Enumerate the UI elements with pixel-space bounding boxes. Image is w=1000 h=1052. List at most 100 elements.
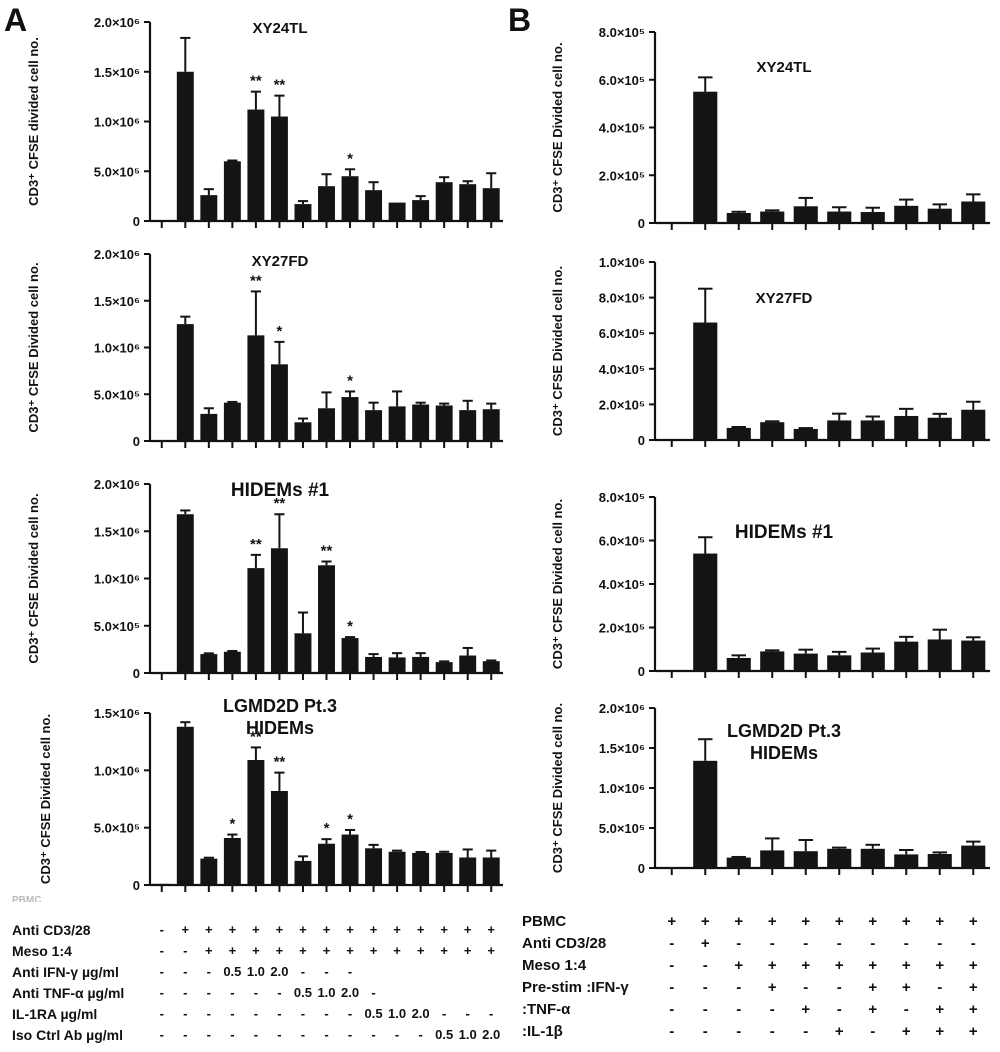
condition-cell: - bbox=[230, 1027, 235, 1042]
bar bbox=[153, 440, 171, 442]
condition-cell: + bbox=[968, 1023, 978, 1040]
condition-cell: - bbox=[230, 1006, 235, 1021]
condition-row-label: :IL-1β bbox=[522, 1023, 563, 1040]
y-tick-label: 0 bbox=[638, 861, 645, 876]
condition-cell: - bbox=[769, 1001, 775, 1018]
y-axis-label: CD3⁺ CFSE Divided cell no. bbox=[26, 262, 41, 432]
y-tick-label: 2.0×10⁶ bbox=[94, 477, 140, 492]
bar bbox=[388, 202, 406, 221]
y-tick-label: 2.0×10⁵ bbox=[599, 168, 645, 183]
condition-cell: + bbox=[252, 943, 260, 958]
y-tick-label: 2.0×10⁶ bbox=[599, 701, 645, 716]
condition-cell: - bbox=[347, 964, 353, 979]
chart-title: XY24TL bbox=[756, 59, 811, 76]
condition-cell: - bbox=[159, 964, 164, 979]
significance-label: ** bbox=[321, 542, 333, 559]
bar bbox=[318, 186, 335, 221]
condition-cell: - bbox=[230, 985, 235, 1000]
bar bbox=[294, 633, 312, 673]
condition-row-label: :TNF-α bbox=[522, 1001, 571, 1018]
bar bbox=[927, 639, 952, 671]
bar bbox=[659, 439, 684, 441]
bar bbox=[223, 837, 241, 885]
condition-cell: + bbox=[901, 957, 911, 974]
y-tick-label: 5.0×10⁵ bbox=[599, 821, 645, 836]
condition-cell: - bbox=[418, 1027, 423, 1042]
condition-cell: 1.0 bbox=[388, 1006, 407, 1021]
bar bbox=[760, 422, 785, 440]
y-tick-label: 1.5×10⁶ bbox=[599, 741, 645, 756]
condition-cell: - bbox=[300, 964, 306, 979]
condition-cell: - bbox=[803, 1023, 809, 1040]
condition-cell: + bbox=[205, 943, 213, 958]
y-tick-label: 1.0×10⁶ bbox=[94, 115, 140, 130]
y-tick-label: 0 bbox=[133, 434, 140, 449]
condition-cell: + bbox=[801, 957, 811, 974]
bar bbox=[223, 161, 241, 221]
condition-cell: + bbox=[700, 913, 710, 930]
condition-cell: 0.5 bbox=[364, 1006, 383, 1021]
y-tick-label: 1.0×10⁶ bbox=[94, 341, 140, 356]
condition-cell: + bbox=[416, 943, 425, 958]
condition-cell: - bbox=[253, 1027, 259, 1042]
condition-cell: + bbox=[868, 913, 878, 930]
bar bbox=[894, 854, 919, 868]
condition-cell: + bbox=[299, 943, 307, 958]
condition-cell: - bbox=[669, 1023, 675, 1040]
y-tick-label: 1.5×10⁶ bbox=[94, 65, 140, 80]
condition-cell: - bbox=[702, 957, 708, 974]
condition-cell: + bbox=[767, 913, 777, 930]
significance-label: * bbox=[324, 820, 330, 837]
bar bbox=[827, 655, 852, 671]
condition-cell: - bbox=[253, 985, 259, 1000]
y-tick-label: 1.0×10⁶ bbox=[599, 781, 645, 796]
condition-cell: + bbox=[252, 922, 260, 937]
condition-cell: - bbox=[736, 1023, 742, 1040]
condition-cell: - bbox=[836, 1001, 842, 1018]
condition-cell: + bbox=[734, 957, 744, 974]
chart-title: XY27FD bbox=[756, 290, 813, 307]
condition-cell: - bbox=[324, 1006, 329, 1021]
significance-label: ** bbox=[250, 272, 262, 289]
significance-label: * bbox=[229, 816, 235, 833]
condition-cell: + bbox=[369, 943, 378, 958]
condition-cell: - bbox=[870, 1023, 876, 1040]
bar bbox=[459, 410, 477, 441]
cropped-row-label: PBMC bbox=[12, 895, 42, 902]
significance-label: * bbox=[347, 618, 353, 635]
chart-2: 0 5.0×10⁵ 1.0×10⁶ 1.5×10⁶ 2.0×10⁶ CD3⁺ CFSE D… bbox=[26, 477, 503, 681]
chart-title: XY27FD bbox=[252, 253, 309, 270]
bar bbox=[200, 858, 218, 885]
condition-cell: + bbox=[968, 913, 978, 930]
condition-cell: + bbox=[440, 943, 448, 958]
bar bbox=[459, 184, 477, 221]
condition-cell: - bbox=[669, 1001, 675, 1018]
condition-cell: - bbox=[769, 935, 775, 952]
bar bbox=[860, 212, 885, 223]
bar bbox=[388, 657, 406, 673]
condition-cell: - bbox=[903, 935, 909, 952]
condition-cell: - bbox=[937, 979, 943, 996]
condition-cell: - bbox=[159, 1006, 164, 1021]
significance-label: * bbox=[347, 811, 353, 828]
y-axis-label: CD3⁺ CFSE Divided cell no. bbox=[550, 703, 565, 873]
chart-0: 0 5.0×10⁵ 1.0×10⁶ 1.5×10⁶ 2.0×10⁶ CD3⁺ CFSE d… bbox=[26, 15, 503, 229]
bar bbox=[294, 422, 312, 441]
condition-cell: - bbox=[836, 979, 842, 996]
condition-cell: + bbox=[901, 979, 911, 996]
condition-cell: + bbox=[463, 922, 472, 937]
bar bbox=[726, 212, 751, 223]
bar bbox=[482, 857, 500, 885]
condition-cell: - bbox=[937, 935, 943, 952]
bar bbox=[318, 408, 335, 441]
condition-cell: 1.0 bbox=[317, 985, 336, 1000]
condition-cell: 2.0 bbox=[482, 1027, 501, 1042]
condition-cell: + bbox=[734, 913, 744, 930]
bar bbox=[482, 188, 500, 221]
significance-label: ** bbox=[250, 73, 262, 90]
condition-cell: + bbox=[935, 913, 945, 930]
condition-cell: - bbox=[970, 935, 976, 952]
chart-5: 0 2.0×10⁵ 4.0×10⁵ 6.0×10⁵ 8.0×10⁵ 1.0×10⁶ CD3⁺… bbox=[550, 255, 990, 448]
bar bbox=[894, 415, 919, 440]
